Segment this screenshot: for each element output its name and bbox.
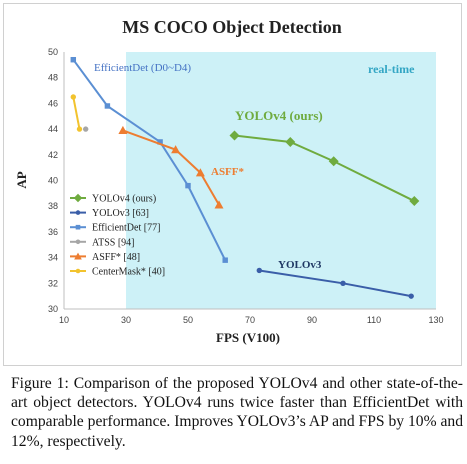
annotation-label: real-time	[368, 62, 415, 76]
y-tick-label: 48	[48, 73, 58, 83]
series-line-4	[122, 129, 220, 206]
data-point	[70, 56, 77, 63]
chart-title: MS COCO Object Detection	[122, 17, 341, 37]
series-line-0	[234, 134, 415, 202]
annotation-label: ASFF*	[211, 166, 245, 178]
x-axis-label: FPS (V100)	[216, 330, 280, 345]
data-point	[104, 103, 111, 109]
y-axis-label: AP	[14, 171, 29, 188]
data-point	[70, 94, 77, 100]
data-point	[118, 125, 128, 134]
data-point	[256, 267, 262, 274]
x-tick-label: 50	[183, 315, 193, 325]
legend-label: ASFF* [48]	[92, 252, 140, 263]
legend-label: YOLOv3 [63]	[92, 208, 149, 219]
y-tick-label: 34	[48, 253, 58, 263]
data-point	[171, 145, 181, 154]
data-point	[214, 200, 224, 209]
realtime-region	[126, 52, 436, 309]
x-tick-label: 90	[307, 315, 317, 325]
legend-label: ATSS [94]	[92, 237, 135, 248]
legend-label: YOLOv4 (ours)	[92, 194, 156, 205]
y-tick-label: 50	[48, 47, 58, 57]
data-point	[229, 130, 240, 141]
legend-label: EfficientDet [77]	[92, 223, 160, 234]
y-tick-label: 32	[48, 278, 58, 288]
data-point	[285, 136, 296, 147]
data-point	[408, 293, 414, 299]
y-tick-label: 46	[48, 98, 58, 108]
legend-marker	[75, 268, 81, 274]
x-tick-label: 30	[121, 315, 131, 325]
data-point	[328, 156, 339, 167]
x-tick-label: 130	[428, 315, 443, 325]
x-tick-label: 70	[245, 315, 255, 325]
data-point	[409, 196, 420, 207]
legend-marker	[75, 239, 81, 245]
data-point	[76, 126, 83, 132]
y-tick-label: 42	[48, 150, 58, 160]
x-tick-label: 10	[59, 315, 69, 325]
data-point	[83, 126, 89, 132]
series-line-5	[72, 96, 81, 130]
legend-marker	[75, 224, 81, 230]
annotation-label: EfficientDet (D0~D4)	[94, 62, 191, 74]
legend-marker	[73, 193, 83, 203]
x-tick-label: 110	[367, 315, 381, 325]
y-tick-label: 40	[48, 176, 58, 186]
data-point	[195, 168, 205, 177]
figure-caption: Figure 1: Comparison of the proposed YOL…	[11, 375, 463, 450]
annotation-label: YOLOv4 (ours)	[235, 108, 323, 123]
y-tick-label: 44	[48, 124, 58, 134]
data-point	[185, 182, 191, 189]
legend-marker	[75, 210, 81, 215]
legend-marker	[74, 252, 82, 260]
annotation-label: YOLOv3	[278, 259, 322, 271]
legend-label: CenterMask* [40]	[92, 267, 165, 278]
data-point	[222, 257, 228, 263]
data-point	[157, 139, 163, 145]
y-tick-label: 36	[48, 227, 58, 237]
y-tick-label: 30	[48, 304, 58, 314]
data-point	[340, 280, 346, 286]
y-tick-label: 38	[48, 201, 58, 211]
chart: MS COCO Object Detection 10 30 50 70 90 110 13…	[3, 3, 462, 366]
